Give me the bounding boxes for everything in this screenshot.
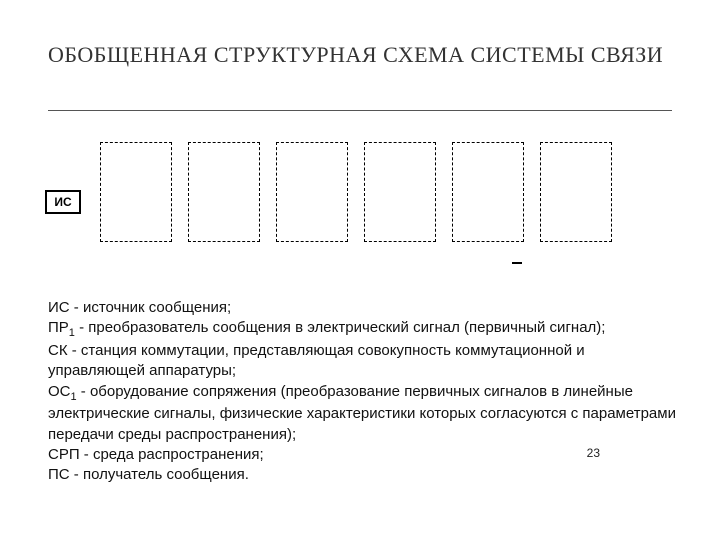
legend-def: - получатель сообщения. (70, 466, 249, 483)
legend-term: ПС (48, 466, 70, 483)
legend-term: ПР (48, 319, 69, 336)
dashed-block-0 (100, 142, 172, 242)
legend-term: СК (48, 342, 68, 359)
legend-term: ИС (48, 299, 70, 316)
structure-diagram: ИС (40, 130, 680, 280)
legend-def: - оборудование сопряжения (преобразовани… (48, 383, 676, 443)
legend-term: ОС (48, 383, 71, 400)
legend-def: - станция коммутации, представляющая сов… (48, 342, 585, 379)
legend-item-5: ПС - получатель сообщения. (48, 465, 676, 485)
accent-dash (512, 262, 522, 264)
node-n_is: ИС (45, 190, 81, 214)
legend-term: СРП (48, 446, 80, 463)
dashed-block-3 (364, 142, 436, 242)
legend-def: - среда распространения; (80, 446, 264, 463)
legend-item-0: ИС - источник сообщения; (48, 298, 676, 318)
legend-def: - преобразователь сообщения в электричес… (75, 319, 606, 336)
dashed-block-5 (540, 142, 612, 242)
title-underline (48, 110, 672, 111)
page-number: 23 (587, 446, 600, 460)
legend-item-2: СК - станция коммутации, представляющая … (48, 341, 676, 382)
dashed-block-4 (452, 142, 524, 242)
dashed-block-2 (276, 142, 348, 242)
page-title: ОБОБЩЕННАЯ СТРУКТУРНАЯ СХЕМА СИСТЕМЫ СВЯ… (48, 42, 672, 68)
legend-block: ИС - источник сообщения;ПР1 - преобразов… (48, 298, 676, 485)
legend-item-1: ПР1 - преобразователь сообщения в электр… (48, 318, 676, 341)
legend-item-4: СРП - среда распространения; (48, 445, 676, 465)
legend-item-3: ОС1 - оборудование сопряжения (преобразо… (48, 382, 676, 445)
dashed-block-1 (188, 142, 260, 242)
legend-def: - источник сообщения; (70, 299, 232, 316)
